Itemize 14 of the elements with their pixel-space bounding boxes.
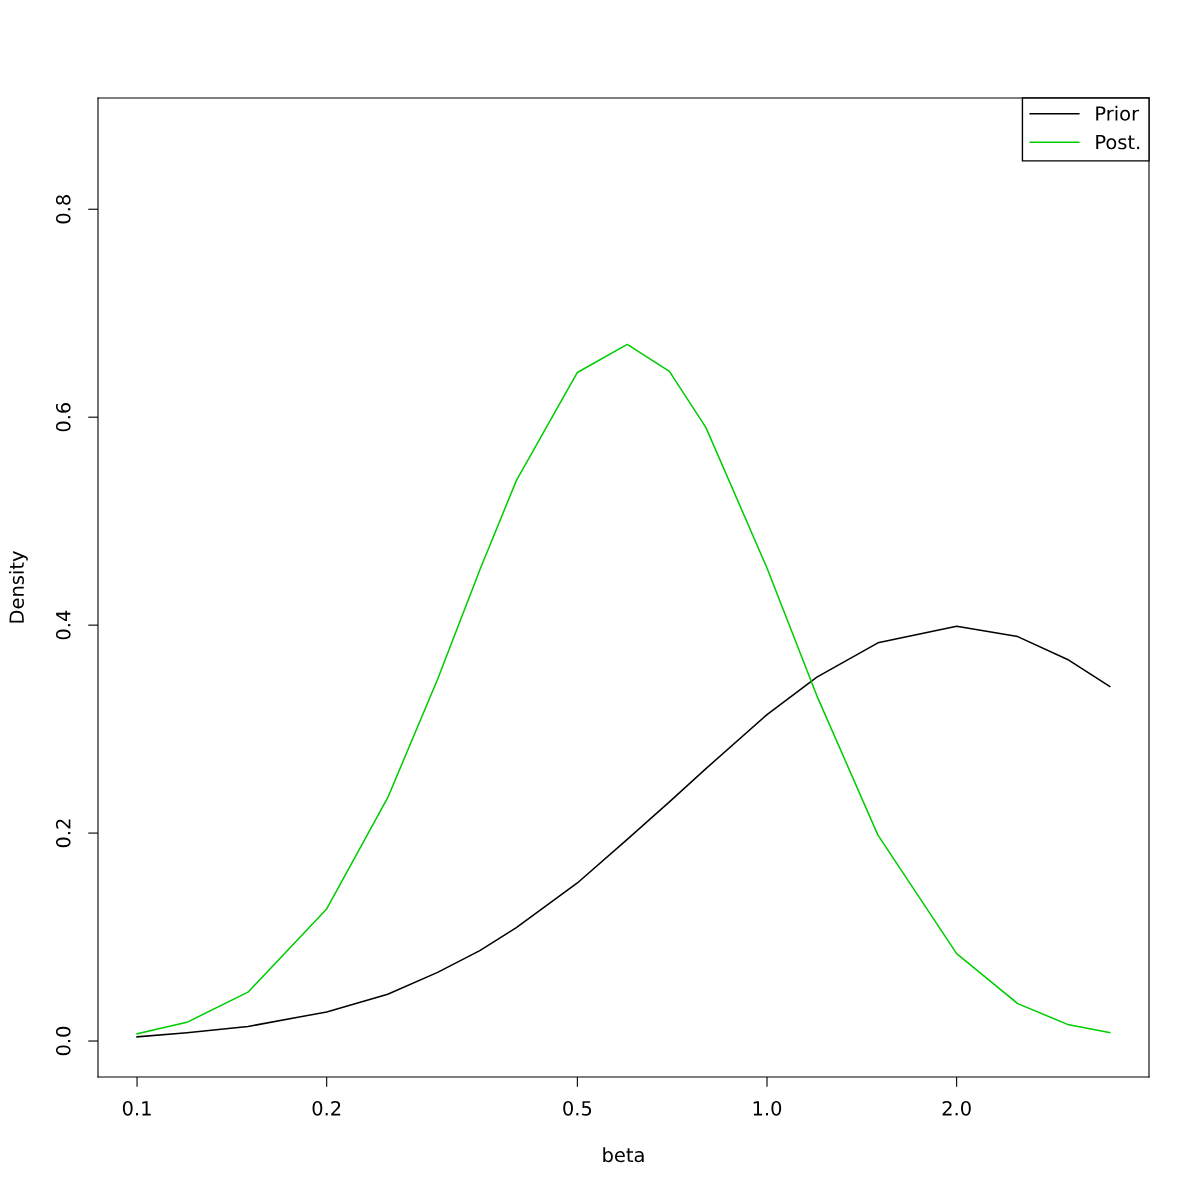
x-axis-title: beta	[603, 1147, 644, 1163]
y-tick-label: 0.8	[55, 195, 71, 224]
x-tick-label: 1.0	[753, 1100, 782, 1116]
y-tick-label: 0.2	[55, 819, 71, 848]
y-axis-title: Density	[8, 551, 28, 623]
x-tick-label: 0.5	[563, 1100, 592, 1116]
y-tick-label: 0.6	[55, 402, 71, 432]
y-tick-label: 0.0	[55, 1026, 71, 1056]
legend-label: Post.	[1096, 134, 1140, 150]
x-tick-label: 0.1	[122, 1100, 151, 1116]
x-tick-label: 2.0	[942, 1100, 971, 1116]
legend-label: Prior	[1096, 105, 1140, 121]
x-tick-label: 0.2	[312, 1100, 341, 1116]
y-tick-label: 0.4	[55, 610, 71, 640]
